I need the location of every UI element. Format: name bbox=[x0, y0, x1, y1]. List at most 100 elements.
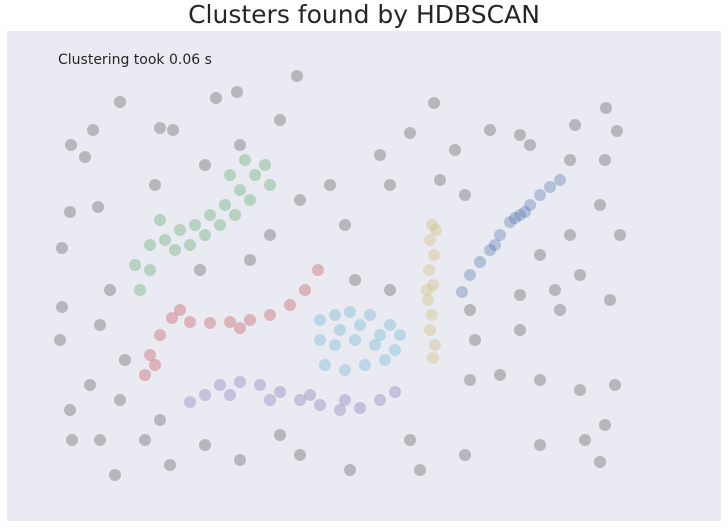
point bbox=[459, 189, 471, 201]
point bbox=[119, 354, 131, 366]
point bbox=[344, 464, 356, 476]
point bbox=[424, 324, 436, 336]
point bbox=[534, 374, 546, 386]
point bbox=[519, 206, 531, 218]
point bbox=[154, 122, 166, 134]
point bbox=[344, 306, 356, 318]
point bbox=[167, 124, 179, 136]
point bbox=[234, 454, 246, 466]
point bbox=[144, 239, 156, 251]
point bbox=[421, 284, 433, 296]
point bbox=[149, 179, 161, 191]
point bbox=[434, 174, 446, 186]
point bbox=[174, 224, 186, 236]
point bbox=[319, 359, 331, 371]
point bbox=[534, 439, 546, 451]
point bbox=[384, 179, 396, 191]
point bbox=[374, 149, 386, 161]
point bbox=[224, 316, 236, 328]
point bbox=[614, 229, 626, 241]
point bbox=[429, 339, 441, 351]
point bbox=[599, 419, 611, 431]
point bbox=[87, 124, 99, 136]
point bbox=[294, 394, 306, 406]
point bbox=[354, 319, 366, 331]
point bbox=[494, 369, 506, 381]
point bbox=[456, 286, 468, 298]
point bbox=[54, 334, 66, 346]
point bbox=[404, 127, 416, 139]
point bbox=[374, 329, 386, 341]
point bbox=[229, 209, 241, 221]
point bbox=[422, 294, 434, 306]
point bbox=[159, 234, 171, 246]
point bbox=[423, 264, 435, 276]
point bbox=[199, 389, 211, 401]
point bbox=[564, 154, 576, 166]
point bbox=[224, 169, 236, 181]
point bbox=[427, 279, 439, 291]
point bbox=[184, 396, 196, 408]
point bbox=[389, 386, 401, 398]
point bbox=[199, 159, 211, 171]
point bbox=[324, 179, 336, 191]
point bbox=[379, 354, 391, 366]
point bbox=[169, 244, 181, 256]
point bbox=[574, 269, 586, 281]
point bbox=[164, 459, 176, 471]
point bbox=[134, 284, 146, 296]
point bbox=[254, 379, 266, 391]
point bbox=[469, 334, 481, 346]
point bbox=[184, 316, 196, 328]
point bbox=[149, 359, 161, 371]
point bbox=[464, 374, 476, 386]
point bbox=[579, 434, 591, 446]
point bbox=[514, 324, 526, 336]
point bbox=[214, 219, 226, 231]
point bbox=[369, 339, 381, 351]
point bbox=[66, 434, 78, 446]
point bbox=[139, 434, 151, 446]
point bbox=[114, 394, 126, 406]
point bbox=[509, 212, 521, 224]
point bbox=[234, 139, 246, 151]
point bbox=[64, 404, 76, 416]
point bbox=[494, 229, 506, 241]
point bbox=[544, 181, 556, 193]
point bbox=[484, 124, 496, 136]
chart-title: Clusters found by HDBSCAN bbox=[188, 0, 540, 29]
point bbox=[524, 199, 536, 211]
point bbox=[154, 214, 166, 226]
point bbox=[84, 379, 96, 391]
point bbox=[514, 289, 526, 301]
point bbox=[504, 216, 516, 228]
point bbox=[314, 334, 326, 346]
point bbox=[274, 114, 286, 126]
point bbox=[184, 239, 196, 251]
point bbox=[464, 269, 476, 281]
point bbox=[339, 364, 351, 376]
point bbox=[554, 304, 566, 316]
point bbox=[564, 229, 576, 241]
point bbox=[374, 394, 386, 406]
point bbox=[549, 284, 561, 296]
point bbox=[114, 96, 126, 108]
point bbox=[304, 389, 316, 401]
point bbox=[154, 329, 166, 341]
point bbox=[244, 194, 256, 206]
point bbox=[384, 284, 396, 296]
point bbox=[224, 389, 236, 401]
point bbox=[334, 404, 346, 416]
point bbox=[166, 312, 178, 324]
point bbox=[92, 201, 104, 213]
point bbox=[427, 352, 439, 364]
point bbox=[428, 97, 440, 109]
point bbox=[359, 359, 371, 371]
point bbox=[600, 102, 612, 114]
point bbox=[354, 402, 366, 414]
point bbox=[599, 154, 611, 166]
point bbox=[294, 449, 306, 461]
point bbox=[594, 199, 606, 211]
point bbox=[259, 159, 271, 171]
point bbox=[189, 219, 201, 231]
